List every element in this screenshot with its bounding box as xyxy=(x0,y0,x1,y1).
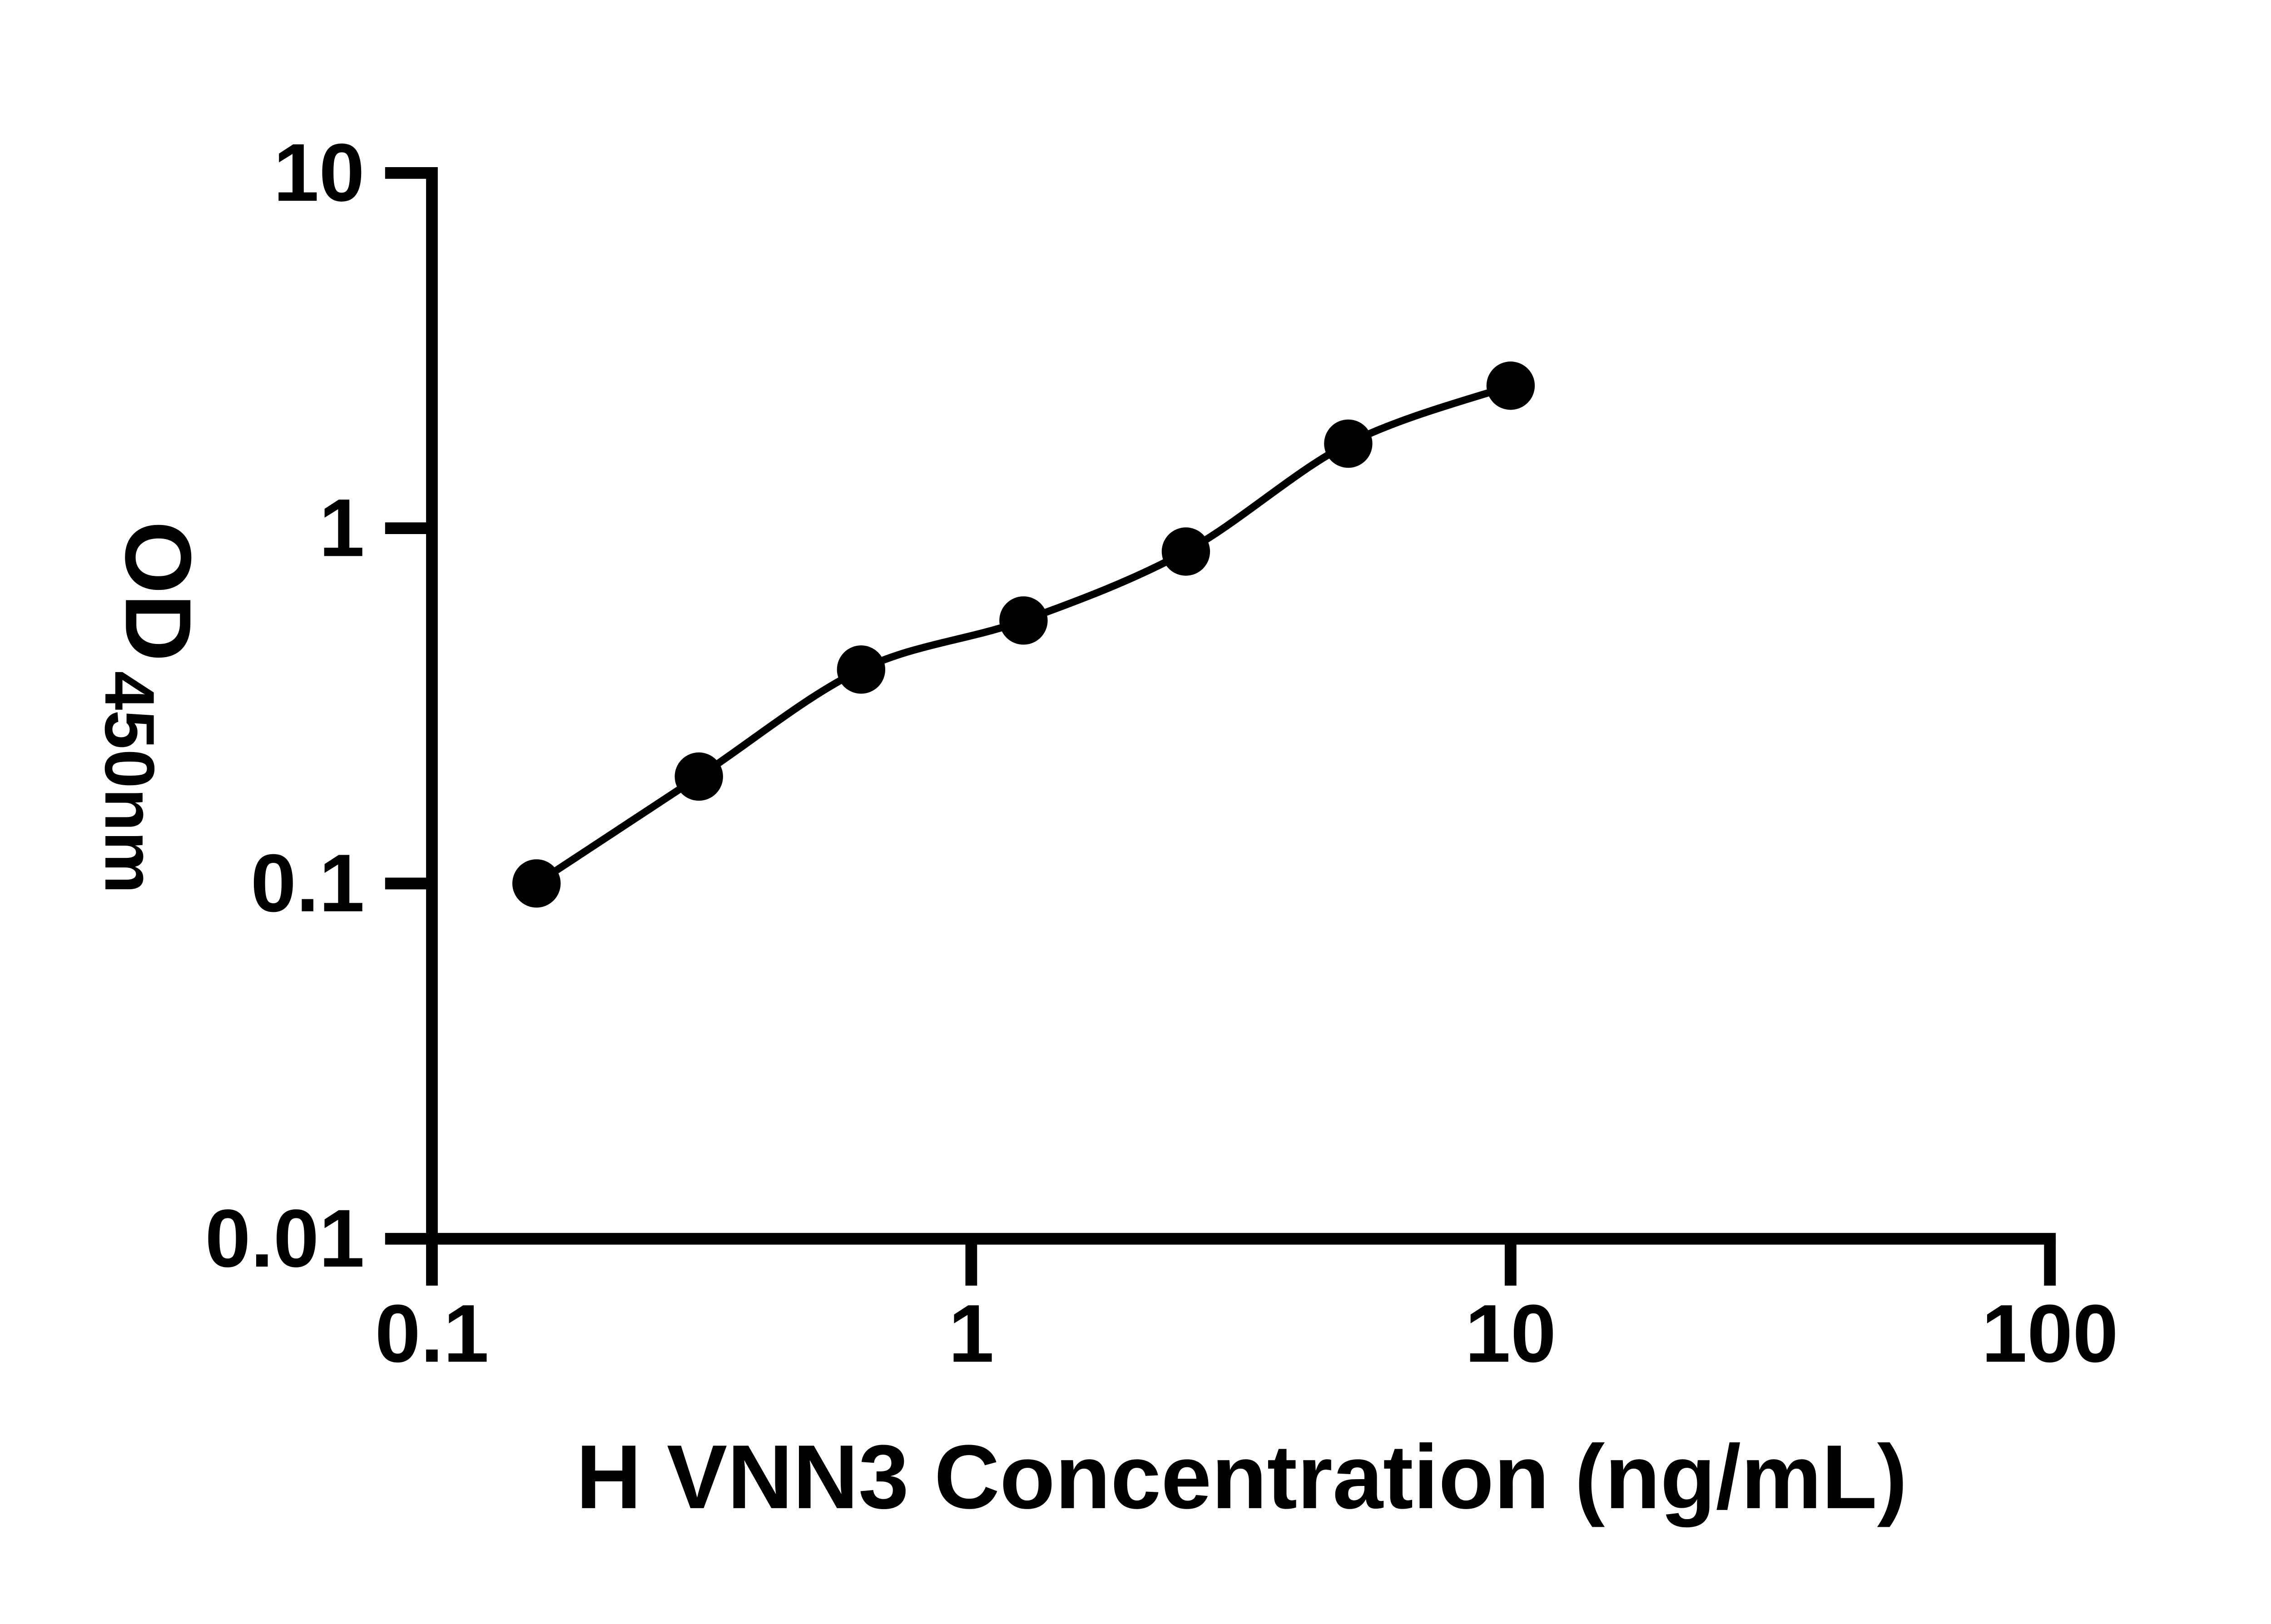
data-point xyxy=(512,859,561,908)
y-tick-label: 10 xyxy=(273,127,365,218)
data-point xyxy=(674,752,723,801)
data-point xyxy=(1324,419,1373,468)
y-tick-label: 0.1 xyxy=(251,838,365,929)
x-tick-label: 100 xyxy=(1982,1288,2118,1380)
y-axis-title-main: OD xyxy=(106,521,211,661)
data-point xyxy=(1161,527,1210,576)
x-axis-title: H VNN3 Concentration (ng/mL) xyxy=(576,1426,1907,1528)
x-tick-label: 10 xyxy=(1465,1288,1556,1380)
y-axis-title-subscript: 450nm xyxy=(90,671,169,894)
x-tick-label: 0.1 xyxy=(375,1288,489,1380)
data-point xyxy=(837,645,886,694)
y-tick-label: 0.01 xyxy=(205,1193,364,1284)
data-point xyxy=(999,596,1048,645)
data-point xyxy=(1486,361,1535,410)
y-axis-title: OD 450nm xyxy=(90,521,211,893)
x-tick-label: 1 xyxy=(948,1288,994,1380)
y-tick-label: 1 xyxy=(319,482,364,574)
axis-lines xyxy=(426,167,2056,1245)
